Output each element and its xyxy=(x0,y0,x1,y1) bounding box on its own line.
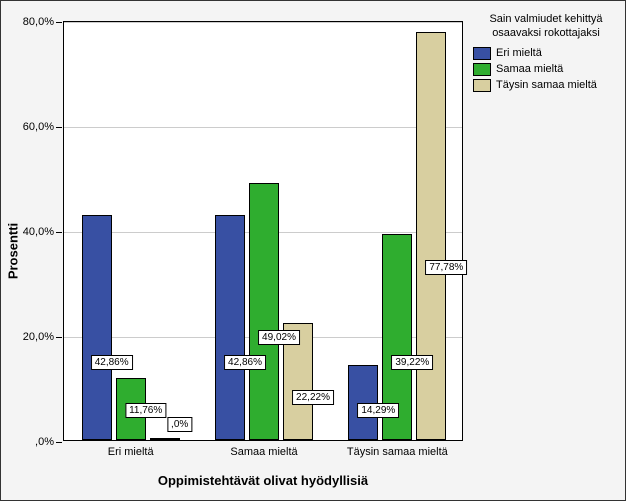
plot-area: ,0%20,0%40,0%60,0%80,0%Eri mieltä42,86%1… xyxy=(63,21,463,441)
legend-item: Täysin samaa mieltä xyxy=(473,79,619,92)
ytick-label: 40,0% xyxy=(23,226,54,238)
xtick-label: Eri mieltä xyxy=(108,446,154,458)
x-axis-label: Oppimistehtävät olivat hyödyllisiä xyxy=(63,473,463,488)
chart-container: Prosentti ,0%20,0%40,0%60,0%80,0%Eri mie… xyxy=(0,0,626,501)
bar-value-label: 49,02% xyxy=(258,330,300,345)
ytick-label: 60,0% xyxy=(23,121,54,133)
ytick xyxy=(56,337,62,338)
legend-label: Eri mieltä xyxy=(496,47,542,59)
bar-value-label: 42,86% xyxy=(224,355,266,370)
legend: Sain valmiudet kehittyä osaavaksi rokott… xyxy=(473,13,619,95)
bar-value-label: 22,22% xyxy=(292,390,334,405)
bar-value-label: 14,29% xyxy=(357,403,399,418)
legend-label: Täysin samaa mieltä xyxy=(496,79,597,91)
bar xyxy=(82,215,112,440)
ytick-label: 20,0% xyxy=(23,331,54,343)
bar-value-label: 11,76% xyxy=(125,403,166,418)
legend-item: Samaa mieltä xyxy=(473,63,619,76)
bar xyxy=(416,32,446,440)
legend-swatch xyxy=(473,47,491,60)
ytick-label: 80,0% xyxy=(23,16,54,28)
bar-value-label: 42,86% xyxy=(91,355,133,370)
bar-value-label: 77,78% xyxy=(425,260,467,275)
bar xyxy=(150,438,180,440)
legend-swatch xyxy=(473,63,491,76)
bar xyxy=(215,215,245,440)
ytick xyxy=(56,22,62,23)
legend-title: Sain valmiudet kehittyä osaavaksi rokott… xyxy=(473,13,619,41)
bar-value-label: ,0% xyxy=(167,417,192,432)
xtick-label: Täysin samaa mieltä xyxy=(347,446,448,458)
ytick xyxy=(56,127,62,128)
y-axis-label: Prosentti xyxy=(6,222,21,278)
ytick-label: ,0% xyxy=(35,436,54,448)
ytick xyxy=(56,232,62,233)
legend-swatch xyxy=(473,79,491,92)
xtick-label: Samaa mieltä xyxy=(230,446,297,458)
legend-item: Eri mieltä xyxy=(473,47,619,60)
gridline xyxy=(64,127,462,128)
bar-value-label: 39,22% xyxy=(391,355,433,370)
bar xyxy=(249,183,279,440)
gridline xyxy=(64,22,462,23)
ytick xyxy=(56,442,62,443)
legend-label: Samaa mieltä xyxy=(496,63,563,75)
